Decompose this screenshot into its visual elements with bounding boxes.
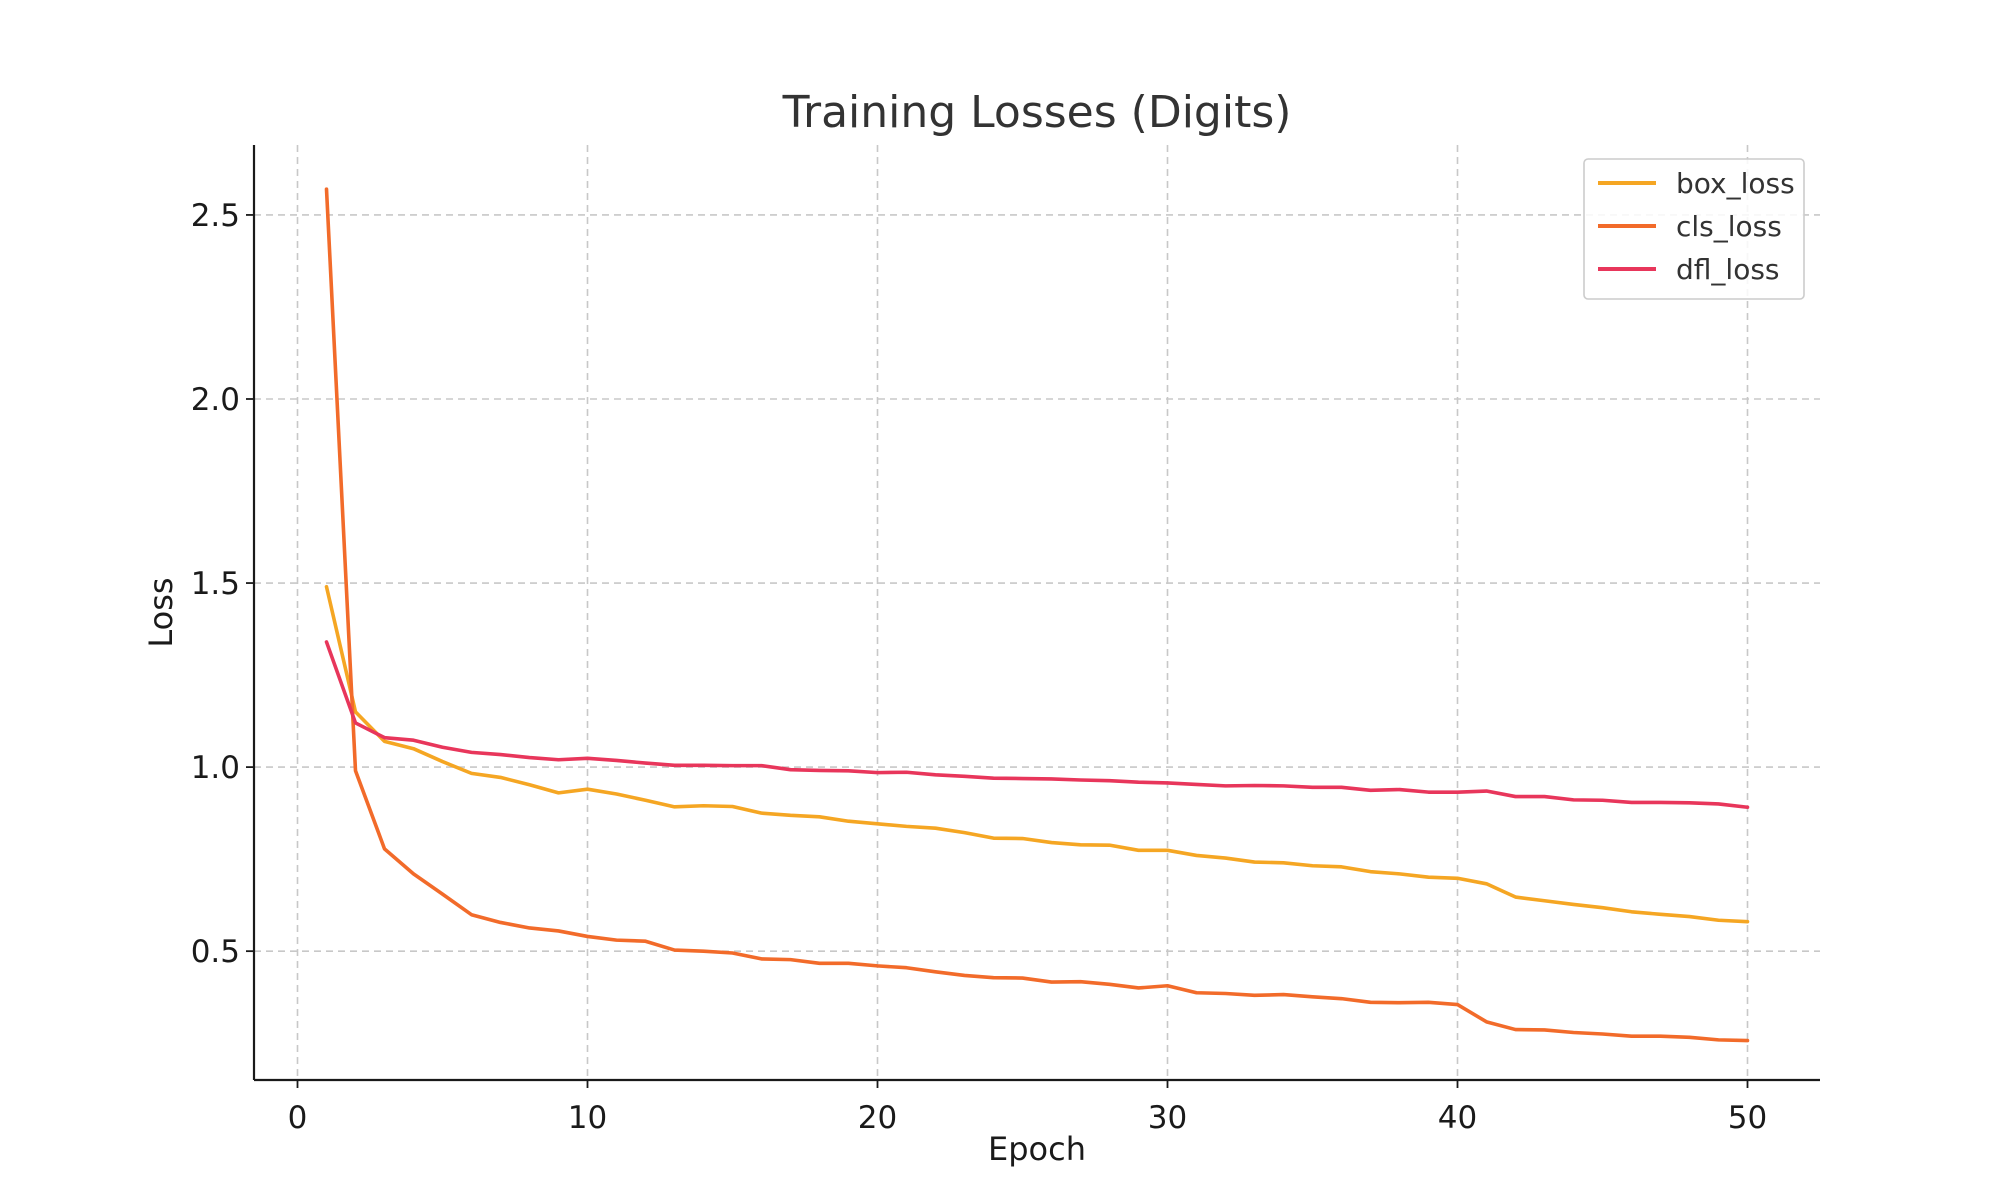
x-tick-label: 50 [1728,1100,1767,1136]
series-line-box-loss [324,584,1750,924]
y-tick-label: 2.5 [191,198,240,234]
y-axis-label: Loss [142,577,180,647]
y-tick-label: 2.0 [191,382,240,418]
series-lines [324,187,1750,1043]
x-tick-label: 10 [568,1100,607,1136]
x-tick-label: 20 [858,1100,897,1136]
series-line-dfl-loss [324,640,1750,810]
x-axis-label: Epoch [988,1130,1086,1168]
grid [254,145,1820,1080]
y-tick-label: 1.0 [191,750,240,786]
y-tick-label: 1.5 [191,566,240,602]
x-tick-label: 0 [288,1100,308,1136]
legend-label-cls-loss: cls_loss [1676,210,1782,243]
legend-label-dfl-loss: dfl_loss [1676,253,1780,286]
x-tick-label: 40 [1438,1100,1477,1136]
y-tick-label: 0.5 [191,934,240,970]
axes [252,145,1820,1082]
x-tick-label: 30 [1148,1100,1187,1136]
chart-title: Training Losses (Digits) [782,87,1292,138]
legend-box [1583,158,1805,300]
legend: box_loss cls_loss dfl_loss [1583,158,1805,300]
legend-label-box-loss: box_loss [1676,167,1795,200]
ticks: 0 10 20 30 40 50 0.5 1.0 1.5 2.0 2.5 [191,198,1768,1136]
series-line-cls-loss [324,187,1750,1043]
